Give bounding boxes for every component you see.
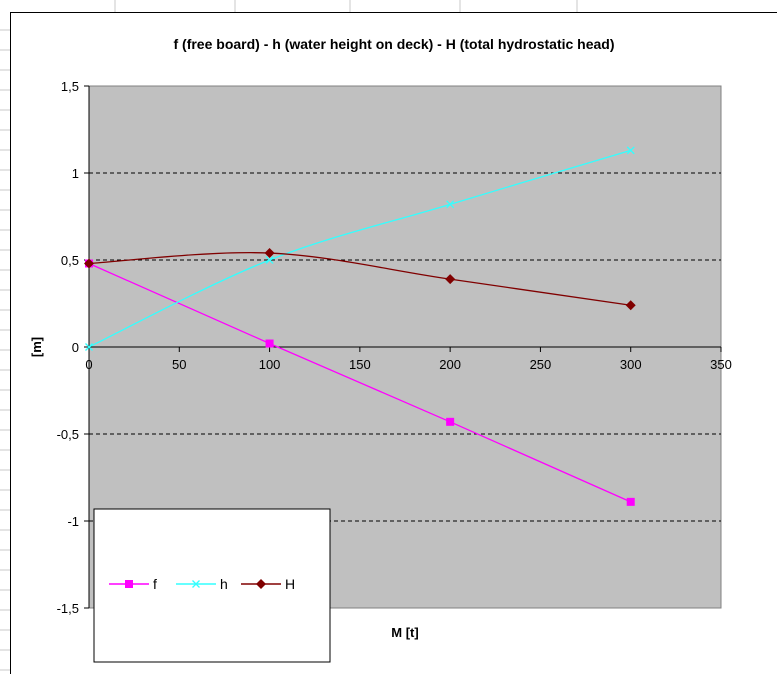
legend-label-h: h	[220, 576, 228, 592]
legend	[93, 508, 331, 663]
data-point-h	[85, 343, 93, 351]
y-tick-label: -1,5	[57, 601, 79, 616]
data-point-h	[626, 146, 635, 155]
x-tick-label: 150	[349, 357, 371, 372]
legend-label-f: f	[153, 576, 157, 592]
chart-svg: f (free board) - h (water height on deck…	[29, 36, 732, 663]
data-point-H	[625, 300, 636, 311]
x-tick-label: 250	[530, 357, 552, 372]
x-tick-label: 100	[259, 357, 281, 372]
data-point-H	[264, 248, 275, 259]
x-tick-label: 50	[172, 357, 186, 372]
y-tick-label: -0,5	[57, 427, 79, 442]
series-line-f	[88, 262, 631, 503]
series-line-H	[88, 252, 631, 306]
x-axis-label: M [t]	[391, 625, 418, 640]
data-point-H	[84, 258, 94, 269]
series-line-h	[88, 149, 631, 348]
chart-area[interactable]: f (free board) - h (water height on deck…	[10, 12, 777, 674]
data-point-f	[446, 417, 455, 426]
y-tick-label: 1	[72, 166, 79, 181]
legend-label-H: H	[285, 576, 295, 592]
y-axis-label: [m]	[29, 337, 44, 357]
y-tick-label: 0	[72, 340, 79, 355]
data-point-h	[265, 256, 274, 264]
y-tick-label: 0,5	[61, 253, 79, 268]
x-tick-label: 0	[85, 357, 92, 372]
x-tick-label: 200	[439, 357, 461, 372]
data-point-f	[265, 339, 274, 348]
chart-title: f (free board) - h (water height on deck…	[173, 36, 614, 52]
x-tick-label: 300	[620, 357, 642, 372]
legend-marker-h	[192, 580, 200, 588]
y-tick-label: -1	[67, 514, 79, 529]
y-tick-label: 1,5	[61, 79, 79, 94]
data-point-f	[626, 497, 635, 506]
x-tick-label: 350	[710, 357, 732, 372]
legend-marker-f	[125, 580, 133, 588]
data-point-H	[445, 274, 456, 285]
legend-marker-H	[256, 579, 266, 589]
data-point-h	[446, 200, 455, 209]
